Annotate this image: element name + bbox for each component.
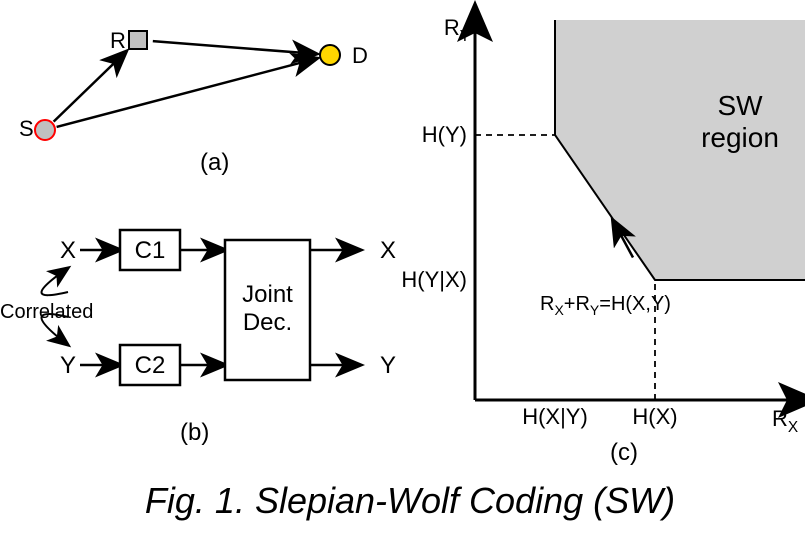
rx-axis-label: RX <box>772 406 798 436</box>
sw-region-label-0: SW <box>717 90 763 121</box>
joint-label-2: Dec. <box>243 309 292 336</box>
node-label-d: D <box>352 43 368 68</box>
correlated-label: Correlated <box>0 301 93 323</box>
node-r <box>129 31 147 49</box>
panel-a-label: (a) <box>200 149 229 176</box>
x-out-label: X <box>380 237 396 264</box>
tick-hxy: H(X|Y) <box>522 404 588 429</box>
y-in-label: Y <box>60 352 76 379</box>
panel-b-label: (b) <box>180 419 209 446</box>
tick-hx: H(X) <box>632 404 677 429</box>
node-label-s: S <box>19 116 34 141</box>
ry-axis-label: RY <box>444 15 470 45</box>
c2-label: C2 <box>135 352 166 379</box>
c1-label: C1 <box>135 237 166 264</box>
node-d <box>320 45 340 65</box>
y-out-label: Y <box>380 352 396 379</box>
figure-canvas: S R D (a) X C1 Y C2 JointDec. X Y Correlated (b) RY… <box>0 0 805 546</box>
figure-caption: Fig. 1. Slepian-Wolf Coding (SW) <box>60 480 760 522</box>
tick-hy: H(Y) <box>422 122 467 147</box>
node-s <box>35 120 55 140</box>
x-in-label: X <box>60 237 76 264</box>
correlated-arc-top <box>42 268 69 295</box>
panel-a-svg: S R D (a) X C1 Y C2 JointDec. X Y Correlated (b) RY… <box>0 0 805 546</box>
sw-region-label-1: region <box>701 122 779 153</box>
node-label-r: R <box>110 28 126 53</box>
boundary-eq-label: RX+RY=H(X,Y) <box>540 293 671 318</box>
joint-label-1: Joint <box>242 281 293 308</box>
panel-c-label: (c) <box>610 439 638 466</box>
tick-hyx: H(Y|X) <box>401 267 467 292</box>
